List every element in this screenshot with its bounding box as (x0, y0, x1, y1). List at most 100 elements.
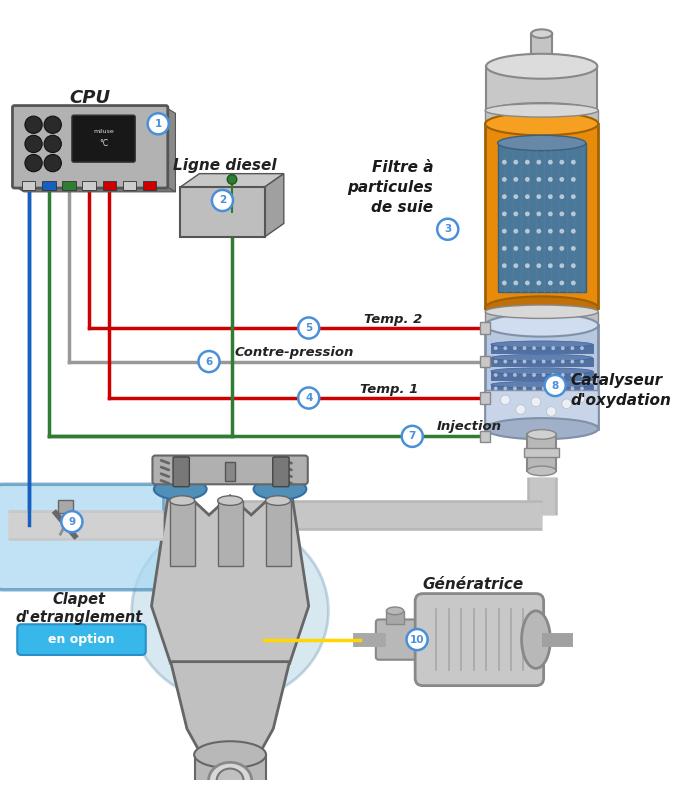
Circle shape (559, 160, 564, 165)
Ellipse shape (531, 29, 552, 38)
Circle shape (298, 318, 319, 338)
FancyBboxPatch shape (72, 115, 135, 162)
Polygon shape (152, 479, 308, 664)
Circle shape (212, 190, 233, 211)
Circle shape (502, 212, 507, 217)
Circle shape (494, 346, 497, 350)
Circle shape (513, 387, 517, 390)
Ellipse shape (386, 607, 404, 615)
Ellipse shape (528, 466, 556, 476)
FancyBboxPatch shape (376, 619, 427, 660)
Bar (266, 501, 291, 566)
Circle shape (199, 351, 220, 372)
Circle shape (525, 160, 530, 165)
FancyBboxPatch shape (153, 455, 308, 484)
Ellipse shape (486, 103, 597, 122)
Bar (485, 390, 598, 425)
Circle shape (559, 177, 564, 181)
Circle shape (548, 246, 553, 251)
Circle shape (561, 373, 565, 377)
Circle shape (502, 194, 507, 199)
Circle shape (562, 399, 572, 408)
Circle shape (542, 360, 545, 364)
Circle shape (542, 346, 545, 350)
Ellipse shape (132, 520, 328, 702)
Circle shape (525, 177, 530, 181)
Ellipse shape (491, 368, 592, 374)
Circle shape (551, 373, 555, 377)
Circle shape (513, 246, 518, 251)
Circle shape (537, 212, 541, 217)
Circle shape (504, 360, 507, 364)
Ellipse shape (266, 496, 291, 505)
Circle shape (502, 246, 507, 251)
Circle shape (407, 629, 427, 650)
Bar (480, 322, 490, 334)
Circle shape (548, 228, 553, 233)
Bar (528, 435, 556, 471)
Circle shape (571, 228, 576, 233)
Circle shape (570, 373, 574, 377)
Bar (486, 66, 597, 112)
Text: 6: 6 (205, 357, 213, 367)
Circle shape (502, 160, 507, 165)
Text: 7: 7 (409, 431, 416, 441)
Text: 1: 1 (155, 119, 162, 129)
Bar (63, 181, 76, 190)
Bar (225, 462, 235, 482)
Circle shape (525, 194, 530, 199)
Circle shape (298, 388, 319, 408)
Circle shape (437, 219, 458, 240)
Circle shape (523, 387, 526, 390)
Bar (194, 755, 266, 796)
Ellipse shape (528, 430, 556, 439)
Circle shape (561, 387, 565, 390)
Circle shape (551, 360, 555, 364)
Circle shape (513, 212, 518, 217)
Circle shape (571, 160, 576, 165)
Text: 3: 3 (444, 224, 451, 234)
FancyBboxPatch shape (173, 457, 190, 486)
Ellipse shape (485, 314, 598, 337)
Circle shape (523, 346, 526, 350)
Circle shape (571, 280, 576, 285)
Circle shape (537, 177, 541, 181)
Circle shape (148, 113, 169, 135)
Text: Catalyseur
d'oxydation: Catalyseur d'oxydation (570, 373, 671, 408)
Circle shape (513, 263, 518, 268)
Circle shape (494, 373, 497, 377)
Circle shape (548, 194, 553, 199)
Text: Temp. 2: Temp. 2 (364, 313, 423, 326)
Circle shape (513, 280, 518, 285)
Polygon shape (166, 107, 175, 192)
FancyBboxPatch shape (273, 457, 289, 486)
Circle shape (571, 177, 576, 181)
Circle shape (548, 160, 553, 165)
Circle shape (525, 212, 530, 217)
Text: 9: 9 (68, 517, 76, 527)
Ellipse shape (154, 478, 207, 500)
Circle shape (537, 160, 541, 165)
Ellipse shape (485, 305, 598, 318)
Bar (485, 325, 598, 429)
Circle shape (546, 407, 556, 416)
Text: Contre-pression: Contre-pression (235, 346, 354, 360)
FancyBboxPatch shape (0, 484, 164, 590)
Ellipse shape (491, 354, 592, 361)
Polygon shape (180, 174, 284, 187)
Circle shape (402, 426, 423, 447)
FancyBboxPatch shape (17, 624, 146, 655)
Text: 2: 2 (219, 196, 226, 205)
Ellipse shape (486, 54, 597, 79)
Circle shape (537, 228, 541, 233)
Circle shape (44, 135, 61, 153)
Bar (58, 500, 73, 513)
Circle shape (516, 404, 526, 414)
Circle shape (494, 387, 497, 390)
Circle shape (523, 360, 526, 364)
Ellipse shape (170, 496, 194, 505)
Circle shape (570, 387, 574, 390)
Circle shape (525, 263, 530, 268)
Circle shape (532, 387, 536, 390)
Circle shape (571, 246, 576, 251)
